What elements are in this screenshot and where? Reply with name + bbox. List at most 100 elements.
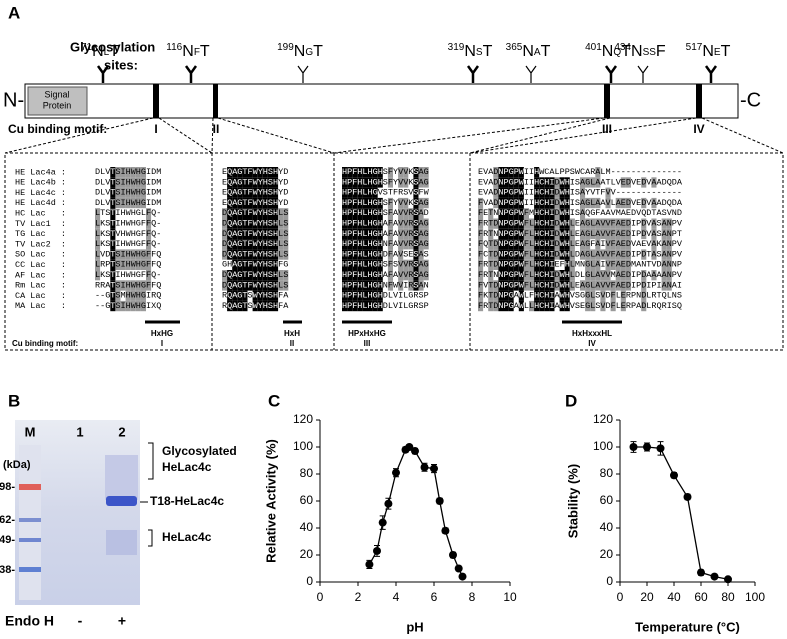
shade xyxy=(641,290,647,301)
shade xyxy=(554,249,560,260)
shade xyxy=(252,167,258,178)
shade xyxy=(523,228,529,240)
glyco-label: Glycosylation xyxy=(70,39,155,54)
shade xyxy=(661,259,667,270)
shade xyxy=(513,280,519,291)
shade xyxy=(146,228,152,240)
glyco-mark xyxy=(466,65,480,83)
shade xyxy=(625,280,631,291)
shade xyxy=(418,270,424,281)
shade xyxy=(529,228,535,240)
shade xyxy=(408,208,414,219)
shade xyxy=(539,228,545,240)
shade xyxy=(273,239,279,250)
shade xyxy=(585,228,591,240)
data-point xyxy=(365,560,374,569)
shade xyxy=(262,228,268,240)
shade xyxy=(590,197,596,209)
shade xyxy=(377,290,383,301)
site-label: 434NSSF xyxy=(614,42,666,61)
shade xyxy=(377,197,383,209)
shade xyxy=(273,280,279,291)
data-point xyxy=(430,464,438,473)
seq-block: LKSTIHWHGFFQ- xyxy=(95,270,161,280)
shade xyxy=(513,259,519,270)
shade xyxy=(569,249,575,260)
shade xyxy=(534,177,540,188)
shade xyxy=(539,259,545,270)
shade xyxy=(377,167,383,178)
shade xyxy=(283,228,289,240)
shade xyxy=(534,167,540,178)
shade xyxy=(580,228,586,240)
shade xyxy=(503,239,509,250)
shade xyxy=(498,270,504,281)
site-t: T xyxy=(541,43,551,60)
shade xyxy=(242,259,248,270)
shade xyxy=(508,167,514,178)
seq-block: DLVTSIHWHGIDM xyxy=(95,198,161,208)
glyco-mark xyxy=(704,65,718,83)
shade xyxy=(564,177,570,188)
seq-block: FVADNPGPWIIHCHIDWHISAGLAAVLAEDVEDVAADQDA xyxy=(478,198,683,208)
shade xyxy=(625,239,631,250)
shade xyxy=(95,218,101,229)
shade xyxy=(398,228,404,240)
shade xyxy=(529,239,535,250)
motif-pattern: HxH xyxy=(284,329,300,338)
shade xyxy=(247,218,253,229)
shade xyxy=(610,228,616,240)
shade xyxy=(590,270,596,281)
shade xyxy=(564,218,570,229)
shade xyxy=(387,228,393,240)
motif-pattern: HxHxxxHL xyxy=(572,329,612,338)
shade xyxy=(590,249,596,260)
seq-block: RQAGTSWYHSHFA xyxy=(222,291,289,301)
shade xyxy=(518,197,524,209)
shade xyxy=(600,290,606,301)
shade xyxy=(661,239,667,250)
shade xyxy=(559,208,565,219)
shade xyxy=(503,290,509,301)
seq-block: HPFHLHGHDLVILGRSP xyxy=(342,291,429,301)
data-point xyxy=(373,546,381,555)
shade xyxy=(140,249,146,260)
shade xyxy=(252,239,258,250)
data-point xyxy=(656,444,665,453)
shade xyxy=(413,187,419,198)
shade xyxy=(342,197,348,209)
shade xyxy=(508,187,514,198)
shade xyxy=(372,300,378,312)
site-n: N xyxy=(92,43,104,60)
shade xyxy=(513,228,519,240)
shade xyxy=(362,280,368,291)
marker-lane xyxy=(19,445,41,600)
shade xyxy=(267,167,273,178)
shade xyxy=(242,239,248,250)
shade xyxy=(523,280,529,291)
shade xyxy=(237,249,243,260)
shade xyxy=(352,259,358,270)
seq-block: DQAGTFWYHSHLS xyxy=(222,229,288,239)
site-t: T xyxy=(721,43,731,60)
shade xyxy=(534,259,540,270)
shade xyxy=(518,300,524,312)
shade xyxy=(625,197,631,209)
shade xyxy=(651,270,657,281)
site-label: 401NQT xyxy=(585,42,631,61)
shade xyxy=(237,167,243,178)
shade xyxy=(110,239,116,250)
shade xyxy=(503,300,509,312)
shade xyxy=(641,280,647,291)
shade xyxy=(283,280,289,291)
shade xyxy=(498,187,504,198)
lane-label: 2 xyxy=(118,424,125,439)
shade xyxy=(362,249,368,260)
shade xyxy=(518,177,524,188)
marker-band xyxy=(19,567,41,572)
shade xyxy=(513,187,519,198)
shade xyxy=(478,208,484,219)
shade xyxy=(615,259,621,270)
shade xyxy=(352,280,358,291)
shade xyxy=(130,249,136,260)
